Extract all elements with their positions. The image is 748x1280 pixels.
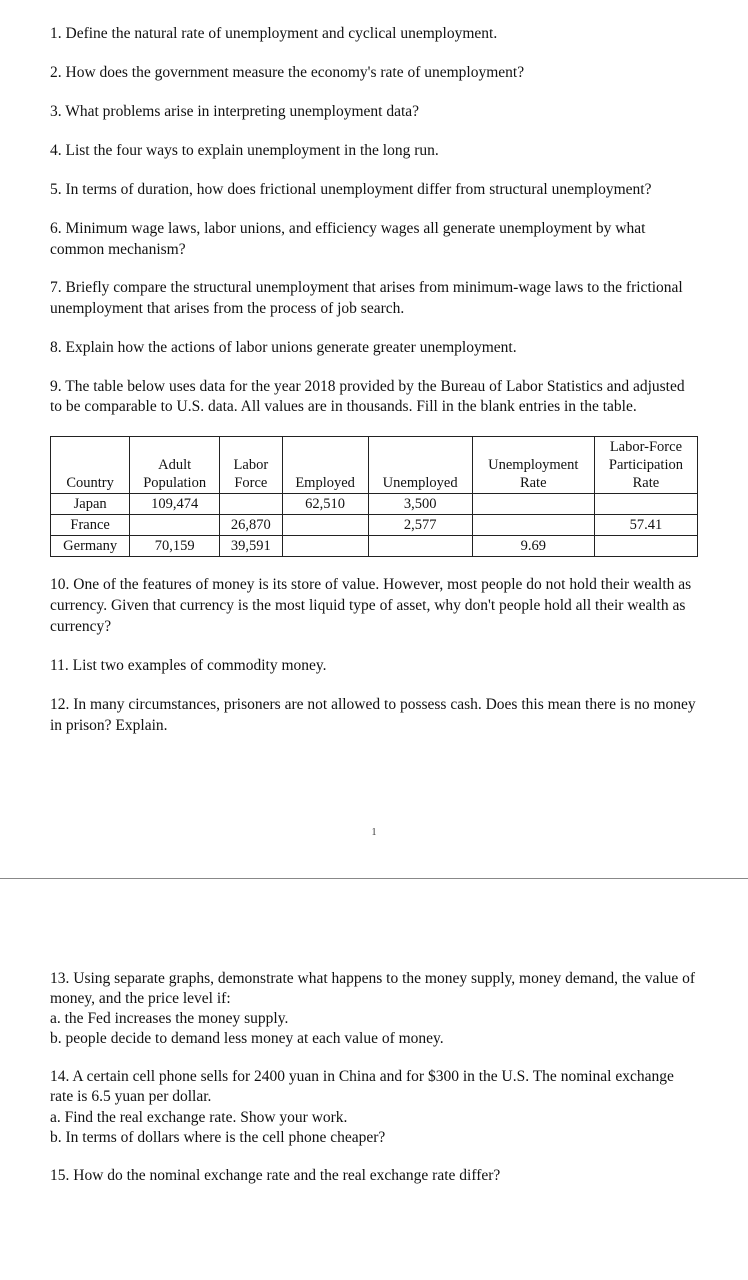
cell-urate — [472, 493, 594, 514]
question-5: 5. In terms of duration, how does fricti… — [50, 180, 698, 201]
question-1: 1. Define the natural rate of unemployme… — [50, 24, 698, 45]
cell-adult — [130, 515, 220, 536]
question-9: 9. The table below uses data for the yea… — [50, 377, 698, 417]
q14-b: b. In terms of dollars where is the cell… — [50, 1129, 385, 1146]
cell-lfpr: 57.41 — [594, 515, 697, 536]
table-row: Japan 109,474 62,510 3,500 — [51, 493, 698, 514]
question-12: 12. In many circumstances, prisoners are… — [50, 695, 698, 737]
cell-unemployed: 3,500 — [368, 493, 472, 514]
col-country: Country — [51, 436, 130, 493]
cell-country: Germany — [51, 536, 130, 557]
col-employed: Employed — [282, 436, 368, 493]
cell-adult: 109,474 — [130, 493, 220, 514]
cell-urate — [472, 515, 594, 536]
cell-employed: 62,510 — [282, 493, 368, 514]
q13-a: a. the Fed increases the money supply. — [50, 1010, 288, 1027]
question-13: 13. Using separate graphs, demonstrate w… — [50, 969, 698, 1050]
table-row: Germany 70,159 39,591 9.69 — [51, 536, 698, 557]
question-14: 14. A certain cell phone sells for 2400 … — [50, 1067, 698, 1148]
q14-a: a. Find the real exchange rate. Show you… — [50, 1109, 347, 1126]
cell-employed — [282, 536, 368, 557]
page-divider — [0, 878, 748, 879]
cell-lfpr — [594, 493, 697, 514]
question-2: 2. How does the government measure the e… — [50, 63, 698, 84]
col-unemployed: Unemployed — [368, 436, 472, 493]
col-lfpr: Labor-ForceParticipationRate — [594, 436, 697, 493]
question-11: 11. List two examples of commodity money… — [50, 656, 698, 677]
table-header-row: Country AdultPopulation LaborForce Emplo… — [51, 436, 698, 493]
cell-lfpr — [594, 536, 697, 557]
cell-urate: 9.69 — [472, 536, 594, 557]
col-unemp-rate: UnemploymentRate — [472, 436, 594, 493]
page-1: 1. Define the natural rate of unemployme… — [0, 0, 748, 1225]
page-number: 1 — [50, 827, 698, 838]
cell-country: France — [51, 515, 130, 536]
q13-b: b. people decide to demand less money at… — [50, 1030, 444, 1047]
question-10: 10. One of the features of money is its … — [50, 575, 698, 638]
cell-labor — [220, 493, 283, 514]
cell-adult: 70,159 — [130, 536, 220, 557]
cell-employed — [282, 515, 368, 536]
question-4: 4. List the four ways to explain unemplo… — [50, 141, 698, 162]
labor-table: Country AdultPopulation LaborForce Emplo… — [50, 436, 698, 558]
question-6: 6. Minimum wage laws, labor unions, and … — [50, 219, 698, 261]
q14-stem: 14. A certain cell phone sells for 2400 … — [50, 1068, 674, 1105]
question-15: 15. How do the nominal exchange rate and… — [50, 1166, 698, 1187]
question-7: 7. Briefly compare the structural unempl… — [50, 278, 698, 320]
cell-labor: 39,591 — [220, 536, 283, 557]
question-8: 8. Explain how the actions of labor unio… — [50, 338, 698, 359]
question-3: 3. What problems arise in interpreting u… — [50, 102, 698, 123]
cell-country: Japan — [51, 493, 130, 514]
col-adult-pop: AdultPopulation — [130, 436, 220, 493]
q13-stem: 13. Using separate graphs, demonstrate w… — [50, 970, 695, 1007]
col-labor-force: LaborForce — [220, 436, 283, 493]
cell-labor: 26,870 — [220, 515, 283, 536]
table-row: France 26,870 2,577 57.41 — [51, 515, 698, 536]
cell-unemployed — [368, 536, 472, 557]
cell-unemployed: 2,577 — [368, 515, 472, 536]
